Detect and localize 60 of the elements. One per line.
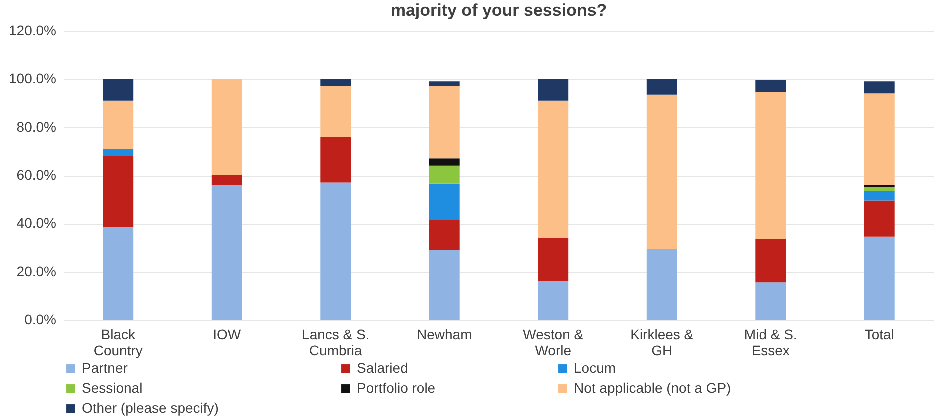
- bar: [756, 282, 786, 320]
- bar: [212, 185, 242, 320]
- bar: [538, 79, 569, 101]
- bar: [756, 239, 786, 283]
- bar: [429, 220, 460, 250]
- bar: [103, 79, 134, 101]
- y-tick-label: 0.0%: [24, 312, 56, 328]
- legend-label: Partner: [82, 360, 128, 376]
- bar: [538, 100, 569, 238]
- bar: [646, 248, 678, 320]
- bar: [320, 182, 352, 320]
- bar: [538, 281, 569, 320]
- bar: [429, 86, 460, 159]
- x-tick-label: Mid & S. Essex: [744, 326, 798, 358]
- legend-label: Portfolio role: [357, 380, 436, 396]
- bar: [864, 200, 895, 237]
- x-tick-label: Black Country: [94, 326, 143, 358]
- bar: [212, 79, 242, 176]
- x-tick-label: Lancs & S. Cumbria: [302, 326, 370, 358]
- legend-label: Not applicable (not a GP): [574, 380, 732, 396]
- legend-label: Other (please specify): [82, 400, 219, 416]
- chart-title: majority of your sessions?: [390, 1, 608, 20]
- bar: [320, 136, 352, 183]
- bar: [864, 191, 895, 201]
- bar: [864, 188, 895, 192]
- x-tick-label: Total: [864, 326, 894, 342]
- x-tick-label: IOW: [213, 326, 242, 342]
- bar: [429, 184, 460, 220]
- x-tick-label: Newham: [417, 326, 472, 342]
- bar: [864, 94, 895, 186]
- bar: [864, 185, 895, 188]
- legend-label: Locum: [574, 360, 616, 376]
- y-tick-label: 20.0%: [16, 263, 56, 280]
- y-tick-label: 100.0%: [9, 70, 56, 87]
- bar: [320, 86, 352, 137]
- y-tick-label: 60.0%: [16, 167, 56, 183]
- bar: [538, 238, 569, 282]
- bar: [864, 236, 895, 320]
- bar: [429, 158, 460, 166]
- bar: [103, 100, 134, 150]
- bar: [320, 79, 352, 86]
- bar: [103, 156, 134, 228]
- x-tick-label: Kirklees & GH: [630, 326, 694, 358]
- bar: [429, 82, 460, 86]
- y-tick-label: 40.0%: [16, 215, 56, 232]
- bar: [756, 92, 786, 240]
- bar: [212, 176, 242, 186]
- x-tick-label: Weston & Worle: [523, 326, 584, 358]
- bar: [103, 149, 134, 156]
- y-tick-label: 80.0%: [16, 118, 56, 135]
- bar: [646, 79, 678, 95]
- legend-label: Salaried: [357, 360, 408, 376]
- y-tick-label: 120.0%: [9, 22, 56, 38]
- bar: [756, 80, 786, 92]
- legend-label: Sessional: [82, 380, 143, 396]
- bar: [429, 250, 460, 320]
- bar: [646, 94, 678, 249]
- bar: [429, 166, 460, 184]
- bar: [864, 82, 895, 94]
- bar: [103, 227, 134, 320]
